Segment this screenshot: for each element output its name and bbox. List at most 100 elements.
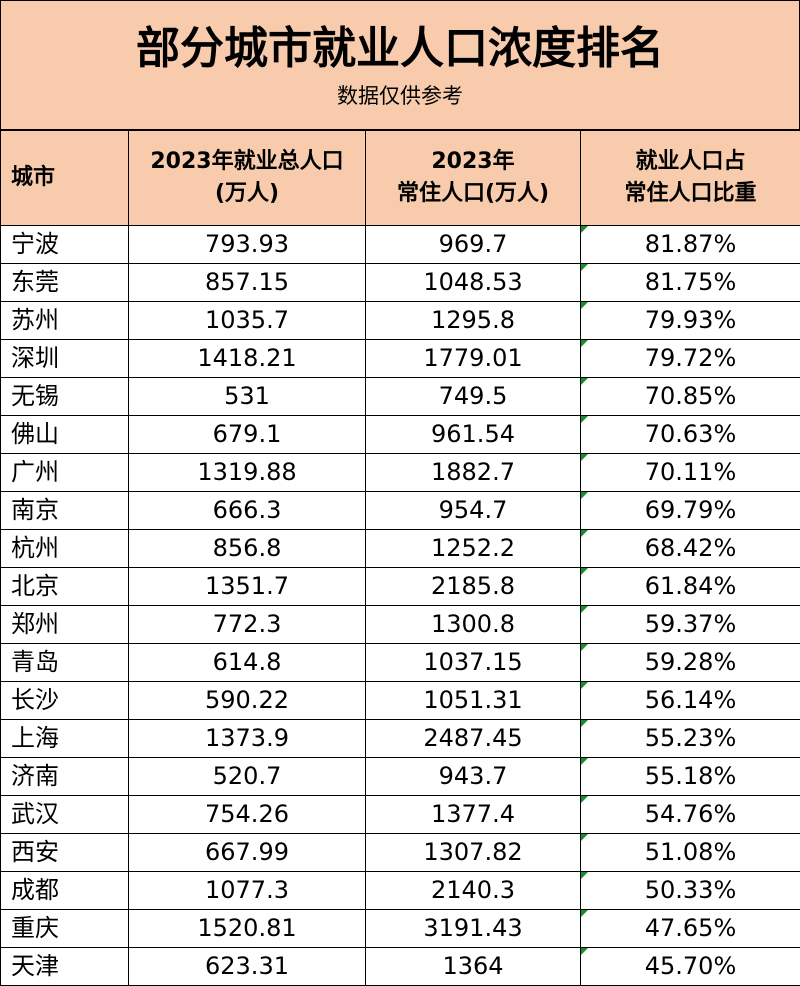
value-cell: 520.7 [129, 758, 366, 796]
city-cell: 济南 [1, 758, 129, 796]
city-cell: 杭州 [1, 530, 129, 568]
value-cell: 81.87% [581, 226, 800, 264]
value-cell: 679.1 [129, 416, 366, 454]
value-cell: 1779.01 [366, 340, 581, 378]
city-cell: 东莞 [1, 264, 129, 302]
city-cell: 苏州 [1, 302, 129, 340]
subtitle: 数据仅供参考 [1, 81, 799, 111]
value-cell: 45.70% [581, 948, 800, 986]
value-cell: 1300.8 [366, 606, 581, 644]
value-cell: 47.65% [581, 910, 800, 948]
value-cell: 857.15 [129, 264, 366, 302]
city-cell: 天津 [1, 948, 129, 986]
value-cell: 79.72% [581, 340, 800, 378]
value-cell: 969.7 [366, 226, 581, 264]
city-cell: 北京 [1, 568, 129, 606]
city-cell: 广州 [1, 454, 129, 492]
value-cell: 1364 [366, 948, 581, 986]
value-cell: 50.33% [581, 872, 800, 910]
city-cell: 青岛 [1, 644, 129, 682]
value-cell: 1295.8 [366, 302, 581, 340]
value-cell: 793.93 [129, 226, 366, 264]
city-cell: 上海 [1, 720, 129, 758]
value-cell: 856.8 [129, 530, 366, 568]
value-cell: 81.75% [581, 264, 800, 302]
value-cell: 1051.31 [366, 682, 581, 720]
header-line: 就业人口占 [581, 146, 800, 178]
value-cell: 54.76% [581, 796, 800, 834]
value-cell: 1307.82 [366, 834, 581, 872]
title: 部分城市就业人口浓度排名 [1, 1, 799, 77]
value-cell: 666.3 [129, 492, 366, 530]
value-cell: 59.37% [581, 606, 800, 644]
value-cell: 1252.2 [366, 530, 581, 568]
value-cell: 943.7 [366, 758, 581, 796]
value-cell: 1373.9 [129, 720, 366, 758]
value-cell: 961.54 [366, 416, 581, 454]
value-cell: 667.99 [129, 834, 366, 872]
value-cell: 56.14% [581, 682, 800, 720]
value-cell: 1520.81 [129, 910, 366, 948]
value-cell: 1077.3 [129, 872, 366, 910]
column-header: 2023年就业总人口(万人) [129, 131, 366, 226]
header-line: (万人) [129, 178, 365, 210]
column-header: 城市 [1, 131, 129, 226]
value-cell: 614.8 [129, 644, 366, 682]
value-cell: 531 [129, 378, 366, 416]
city-cell: 深圳 [1, 340, 129, 378]
value-cell: 2140.3 [366, 872, 581, 910]
value-cell: 1882.7 [366, 454, 581, 492]
value-cell: 68.42% [581, 530, 800, 568]
value-cell: 1319.88 [129, 454, 366, 492]
value-cell: 772.3 [129, 606, 366, 644]
value-cell: 2487.45 [366, 720, 581, 758]
value-cell: 754.26 [129, 796, 366, 834]
city-cell: 南京 [1, 492, 129, 530]
value-cell: 954.7 [366, 492, 581, 530]
header-line: 常住人口(万人) [366, 178, 580, 210]
value-cell: 1418.21 [129, 340, 366, 378]
value-cell: 51.08% [581, 834, 800, 872]
city-cell: 西安 [1, 834, 129, 872]
city-cell: 长沙 [1, 682, 129, 720]
value-cell: 79.93% [581, 302, 800, 340]
value-cell: 70.63% [581, 416, 800, 454]
header-line: 2023年就业总人口 [129, 146, 365, 178]
city-cell: 郑州 [1, 606, 129, 644]
value-cell: 2185.8 [366, 568, 581, 606]
value-cell: 70.11% [581, 454, 800, 492]
value-cell: 749.5 [366, 378, 581, 416]
city-cell: 宁波 [1, 226, 129, 264]
value-cell: 55.23% [581, 720, 800, 758]
value-cell: 1035.7 [129, 302, 366, 340]
value-cell: 3191.43 [366, 910, 581, 948]
city-cell: 佛山 [1, 416, 129, 454]
value-cell: 69.79% [581, 492, 800, 530]
value-cell: 1377.4 [366, 796, 581, 834]
header-line: 常住人口比重 [581, 178, 800, 210]
value-cell: 623.31 [129, 948, 366, 986]
value-cell: 1037.15 [366, 644, 581, 682]
